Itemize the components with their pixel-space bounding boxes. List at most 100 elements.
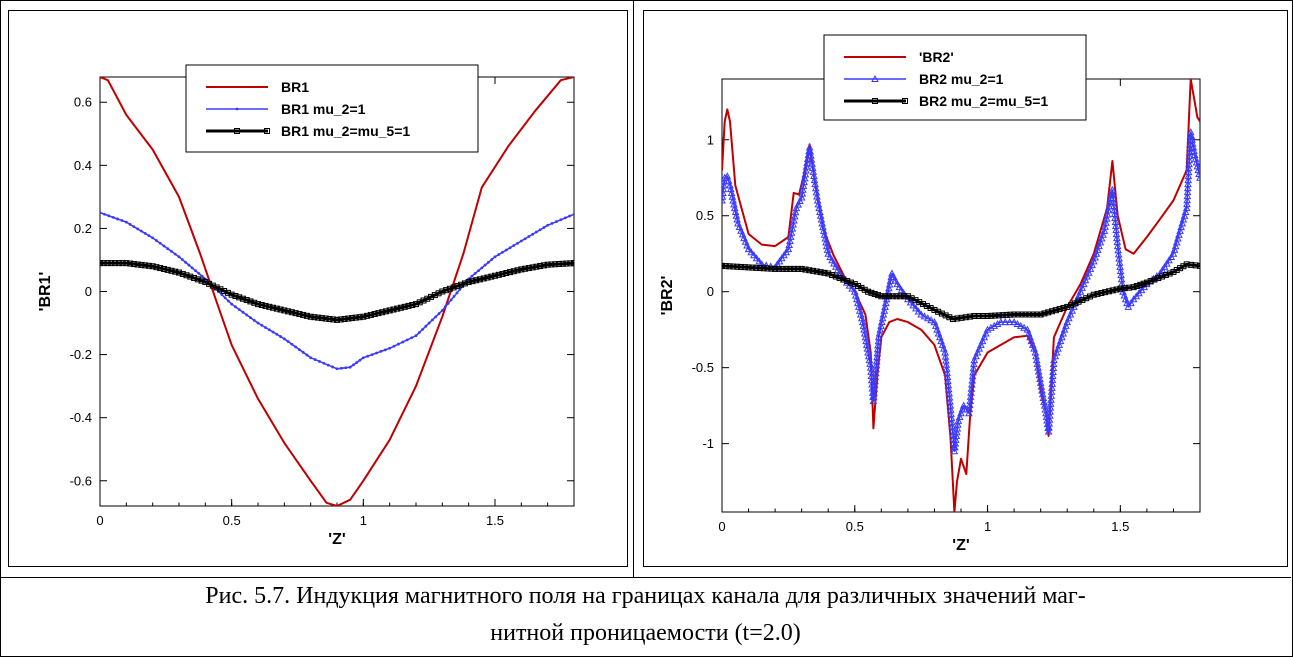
series-marker [783, 265, 790, 272]
series-marker [1081, 276, 1090, 284]
series-marker [897, 293, 904, 300]
series-marker [885, 284, 893, 292]
series-marker [271, 330, 275, 334]
series-marker [1177, 223, 1186, 231]
series-marker [288, 309, 295, 316]
series-marker [559, 260, 566, 267]
series-marker [1041, 310, 1048, 317]
series-marker [806, 267, 813, 274]
series-marker [873, 353, 881, 361]
series-marker [334, 316, 340, 323]
series-marker [1083, 272, 1091, 280]
series-marker [563, 216, 567, 220]
series-marker [1196, 173, 1200, 181]
series-marker [516, 241, 519, 245]
series-marker [954, 315, 961, 322]
series-marker [322, 315, 329, 322]
series-marker [1048, 375, 1057, 383]
series-marker [488, 273, 495, 280]
series-marker [891, 276, 900, 284]
series-marker [792, 204, 801, 212]
series-marker [1090, 291, 1097, 298]
y-axis-label: 'BR2' [659, 276, 676, 316]
series-marker [801, 170, 810, 178]
series-marker [1046, 407, 1054, 415]
series-marker [798, 189, 807, 197]
series-marker [1102, 289, 1109, 296]
series-marker [1049, 367, 1057, 375]
series-marker [228, 291, 235, 298]
series-marker [431, 318, 434, 322]
series-marker [1070, 302, 1078, 310]
series-marker [886, 276, 895, 284]
series-marker [880, 306, 889, 314]
series-marker [1183, 188, 1192, 196]
series-marker [1086, 293, 1093, 300]
chart-br1: 0 0.5 1 1.5 -0.6 -0.4 -0.2 0 0.2 0.4 0.6 'Z' 'BR1' BR… [37, 64, 575, 548]
series-marker [942, 312, 949, 319]
series-marker [512, 244, 516, 247]
series-marker [755, 257, 764, 265]
series-marker [356, 314, 363, 321]
series-marker [870, 385, 879, 393]
series-marker [1079, 280, 1088, 288]
series-marker [322, 361, 326, 365]
series-marker [786, 232, 795, 240]
series-marker [443, 305, 447, 309]
series-marker [889, 272, 898, 281]
series-line [722, 79, 1200, 512]
series-marker [869, 397, 878, 405]
series-marker [871, 369, 880, 377]
series-marker [249, 316, 252, 320]
series-marker [548, 261, 555, 268]
series-marker [183, 272, 190, 279]
series-marker [796, 197, 804, 205]
series-marker [885, 293, 892, 300]
series-marker [1013, 319, 1022, 327]
series-marker [194, 269, 197, 273]
series-marker [501, 250, 504, 254]
series-br2-mu-2-mu-5-1 [722, 261, 1200, 323]
series-line [100, 211, 574, 370]
series-marker [247, 298, 254, 305]
series-marker [730, 263, 737, 270]
series-marker [965, 401, 974, 409]
series-marker [990, 321, 999, 329]
series-marker [790, 216, 798, 224]
series-marker [1010, 318, 1018, 326]
series-marker [572, 212, 574, 216]
series-marker [1180, 263, 1187, 270]
series-marker [111, 215, 115, 219]
x-axis-label: 'Z' [952, 537, 969, 554]
series-marker [829, 271, 836, 278]
series-marker [1088, 261, 1096, 269]
series-marker [917, 310, 926, 318]
series-marker [518, 266, 525, 273]
series-marker [1127, 299, 1135, 307]
series-marker [1045, 415, 1054, 423]
series-marker [1197, 262, 1200, 269]
series-marker [538, 228, 542, 232]
series-marker [124, 220, 128, 224]
series-marker [791, 265, 798, 272]
series-marker [200, 274, 204, 278]
series-marker [1033, 311, 1040, 318]
series-marker [927, 304, 934, 311]
series-marker [870, 381, 879, 389]
series-marker [1126, 284, 1133, 291]
series-marker [969, 364, 978, 372]
series-marker [226, 299, 230, 303]
series-marker [507, 269, 514, 276]
series-marker [802, 266, 809, 273]
series-marker [858, 284, 865, 291]
series-marker [1079, 296, 1086, 303]
series-marker [970, 360, 978, 368]
series-marker [510, 268, 517, 275]
series-marker [420, 297, 427, 304]
series-marker [722, 262, 725, 269]
series-marker [1063, 318, 1072, 326]
series-marker [1045, 411, 1054, 419]
series-marker [386, 307, 393, 314]
series-marker [1182, 204, 1191, 212]
series-marker [1160, 262, 1169, 270]
